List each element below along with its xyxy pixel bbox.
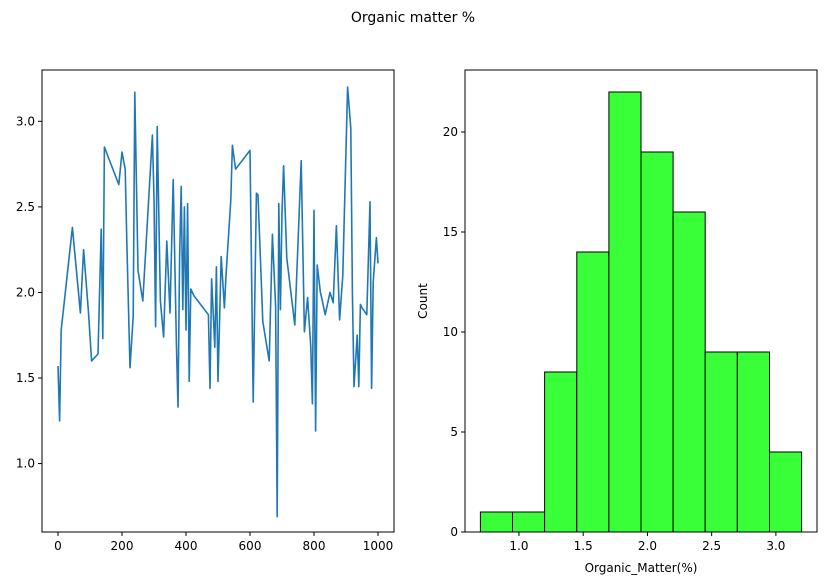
histogram-xtick-label: 3.0 (766, 539, 785, 553)
line-xtick-label: 600 (239, 539, 262, 553)
histogram-bar (608, 91, 642, 533)
histogram-ytick-label: 10 (443, 325, 458, 339)
histogram-xtick-label: 2.5 (702, 539, 721, 553)
histogram-bar (512, 511, 546, 533)
line-xtick-label: 0 (54, 539, 62, 553)
histogram-ytick-label: 20 (443, 125, 458, 139)
line-ytick-label: 3.0 (16, 114, 35, 128)
line-xtick-label: 1000 (363, 539, 394, 553)
histogram-bar (640, 151, 674, 533)
histogram-bar (704, 351, 738, 533)
line-xtick-label: 200 (111, 539, 134, 553)
histogram-chart: 1.0 1.5 2.0 2.5 3.0 0 5 10 15 20 Organic_Matter(%… (416, 69, 818, 575)
line-ytick-label: 1.5 (16, 371, 35, 385)
histogram-xtick-label: 1.0 (509, 539, 528, 553)
histogram-frame (464, 69, 818, 533)
histogram-ytick-label: 15 (443, 225, 458, 239)
histogram-xlabel: Organic_Matter(%) (585, 561, 698, 575)
histogram-xtick-label: 1.5 (574, 539, 593, 553)
histogram-bar (479, 511, 513, 533)
line-chart: 0 200 400 600 800 1000 1.0 1.5 2.0 2.5 3.0 (16, 69, 395, 553)
line-xtick-label: 800 (303, 539, 326, 553)
histogram-bar (736, 351, 771, 533)
line-series (57, 86, 379, 518)
histogram-xtick-label: 2.0 (638, 539, 657, 553)
figure-suptitle: Organic matter % (351, 10, 475, 26)
histogram-bar (544, 371, 578, 533)
histogram-bar (769, 451, 803, 533)
histogram-ytick-label: 0 (450, 525, 458, 539)
histogram-ytick-label: 5 (450, 425, 458, 439)
line-ytick-label: 1.0 (16, 457, 35, 471)
line-ytick-label: 2.5 (16, 200, 35, 214)
line-chart-frame (41, 69, 395, 533)
line-ytick-label: 2.0 (16, 285, 35, 299)
histogram-bar (576, 251, 610, 533)
histogram-bar (672, 211, 706, 533)
histogram-ylabel: Count (416, 283, 430, 319)
line-xtick-label: 400 (175, 539, 198, 553)
